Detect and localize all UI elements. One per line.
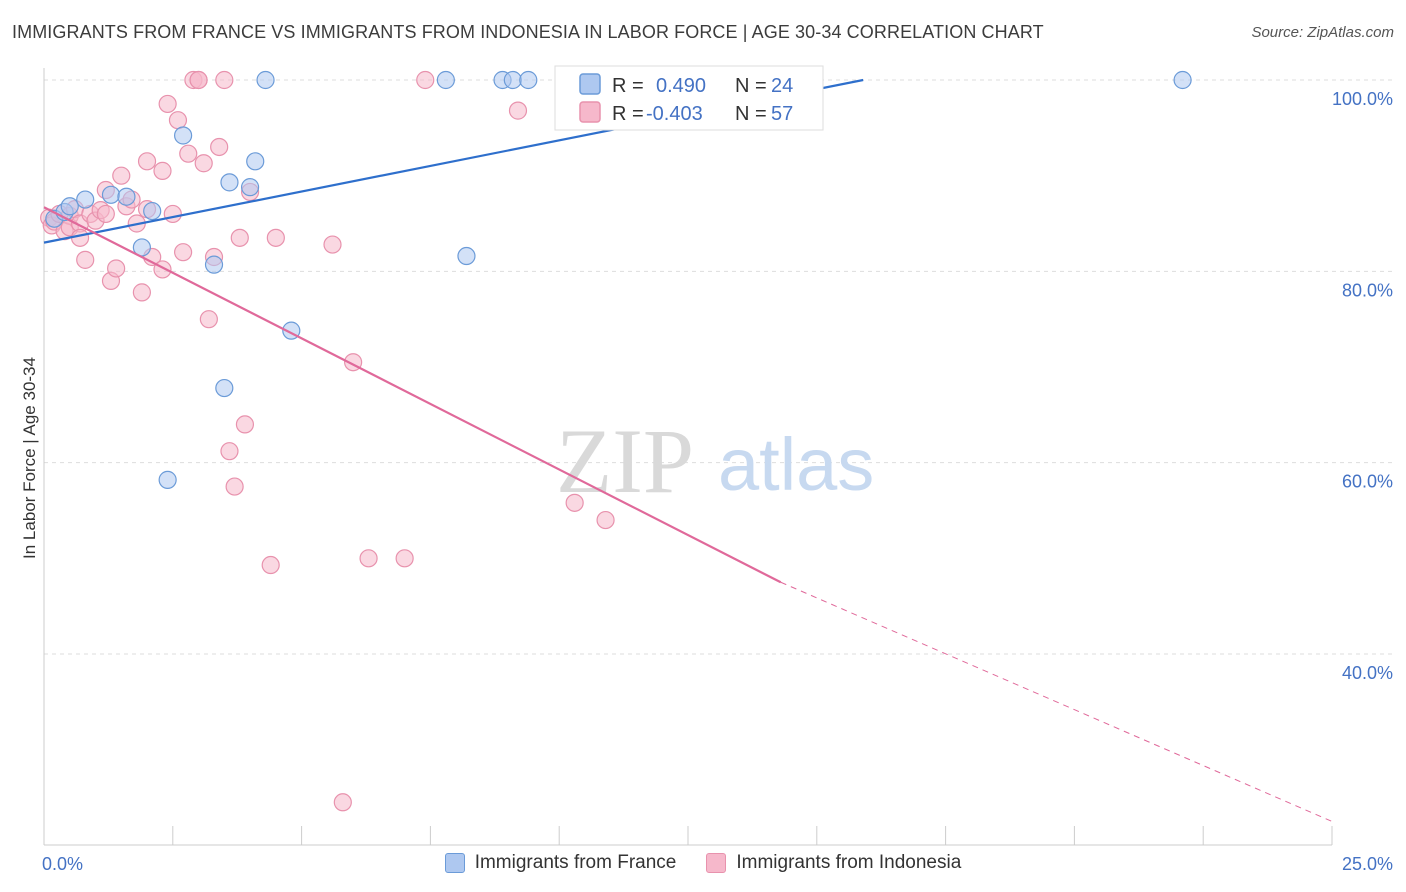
france-point-7 — [143, 201, 162, 221]
data-points — [40, 70, 1192, 812]
x-tick-labels: 0.0% 25.0% — [42, 854, 1393, 874]
indonesia-point-35 — [189, 70, 208, 90]
france-point-17 — [436, 70, 455, 90]
indonesia-point-51 — [359, 549, 378, 568]
france-point-9 — [204, 255, 224, 274]
indonesia-point-43 — [230, 228, 249, 247]
indonesia-point-44 — [235, 415, 255, 434]
indonesia-trend-dashed — [780, 581, 1333, 822]
indonesia-point-22 — [132, 283, 151, 302]
axes — [43, 68, 1333, 846]
indonesia-point-40 — [215, 70, 234, 90]
indonesia-n-label: N = — [735, 103, 767, 125]
france-point-21 — [519, 70, 538, 90]
france-point-20 — [503, 70, 522, 90]
indonesia-point-31 — [174, 243, 193, 262]
indonesia-legend-swatch — [579, 101, 601, 123]
indonesia-swatch — [706, 853, 727, 873]
indonesia-point-42 — [225, 477, 244, 496]
y-tick-label-60: 60.0% — [1342, 472, 1393, 492]
x-tick-label-max: 25.0% — [1342, 854, 1393, 874]
indonesia-point-55 — [565, 493, 584, 512]
indonesia-point-37 — [199, 310, 218, 329]
france-point-8 — [174, 126, 193, 145]
indonesia-point-29 — [163, 204, 182, 224]
y-axis-label: In Labor Force | Age 30-34 — [20, 357, 39, 559]
france-point-13 — [246, 152, 265, 171]
legend-label-france: Immigrants from France — [474, 852, 677, 873]
watermark: ZIP atlas — [556, 410, 874, 512]
france-point-14 — [256, 70, 275, 90]
x-tick-label-min: 0.0% — [42, 854, 83, 874]
france-point-3 — [76, 190, 95, 209]
france-legend-swatch — [579, 73, 601, 95]
france-n-label: N = — [735, 75, 767, 97]
france-n-value: 24 — [771, 75, 793, 97]
france-r-value: 0.490 — [656, 75, 706, 97]
series-legend: Immigrants from France Immigrants from I… — [0, 852, 1406, 874]
indonesia-point-47 — [266, 228, 285, 247]
france-point-16 — [158, 470, 177, 489]
watermark-atlas: atlas — [718, 423, 874, 506]
indonesia-point-9 — [70, 228, 90, 247]
indonesia-r-label: R = — [612, 103, 644, 125]
indonesia-point-52 — [395, 549, 414, 568]
indonesia-point-49 — [333, 793, 352, 812]
indonesia-point-28 — [158, 94, 177, 114]
legend-item-france[interactable]: Immigrants from France — [444, 852, 677, 874]
legend-label-indonesia: Immigrants from Indonesia — [736, 852, 962, 873]
indonesia-point-54 — [508, 101, 528, 120]
france-point-2 — [60, 197, 79, 216]
stats-legend: R = 0.490 N = 24 R = -0.403 N = 57 — [554, 65, 824, 131]
indonesia-point-53 — [416, 70, 435, 90]
indonesia-point-41 — [220, 442, 239, 461]
indonesia-point-36 — [194, 154, 213, 173]
france-point-12 — [240, 178, 260, 197]
indonesia-point-27 — [153, 161, 172, 180]
grid-lines — [44, 79, 1392, 655]
indonesia-point-30 — [168, 111, 188, 130]
france-point-5 — [117, 187, 136, 206]
y-tick-label-40: 40.0% — [1342, 663, 1393, 683]
france-point-23 — [1173, 70, 1192, 90]
indonesia-point-56 — [596, 510, 615, 530]
france-point-18 — [457, 246, 476, 266]
indonesia-point-39 — [210, 137, 229, 157]
indonesia-point-48 — [323, 235, 342, 254]
indonesia-point-15 — [96, 204, 115, 224]
france-point-10 — [215, 378, 234, 398]
source-label: Source: ZipAtlas.com — [1251, 24, 1394, 41]
france-r-label: R = — [612, 75, 644, 97]
indonesia-point-18 — [112, 166, 131, 185]
indonesia-point-32 — [179, 144, 198, 163]
chart-title: IMMIGRANTS FROM FRANCE VS IMMIGRANTS FRO… — [12, 22, 1044, 42]
y-tick-labels: 40.0% 60.0% 80.0% 100.0% — [1332, 89, 1393, 683]
indonesia-point-46 — [261, 555, 280, 575]
indonesia-trend-line — [43, 206, 782, 584]
indonesia-n-value: 57 — [771, 103, 793, 125]
france-point-4 — [101, 185, 121, 204]
indonesia-r-value: -0.403 — [646, 103, 703, 125]
france-swatch — [444, 853, 465, 873]
indonesia-point-10 — [76, 250, 95, 269]
france-point-11 — [220, 173, 239, 192]
indonesia-point-17 — [107, 259, 126, 278]
legend-item-indonesia[interactable]: Immigrants from Indonesia — [706, 852, 961, 874]
y-tick-label-80: 80.0% — [1342, 280, 1393, 300]
indonesia-point-23 — [137, 152, 157, 171]
y-tick-label-100: 100.0% — [1332, 89, 1393, 109]
